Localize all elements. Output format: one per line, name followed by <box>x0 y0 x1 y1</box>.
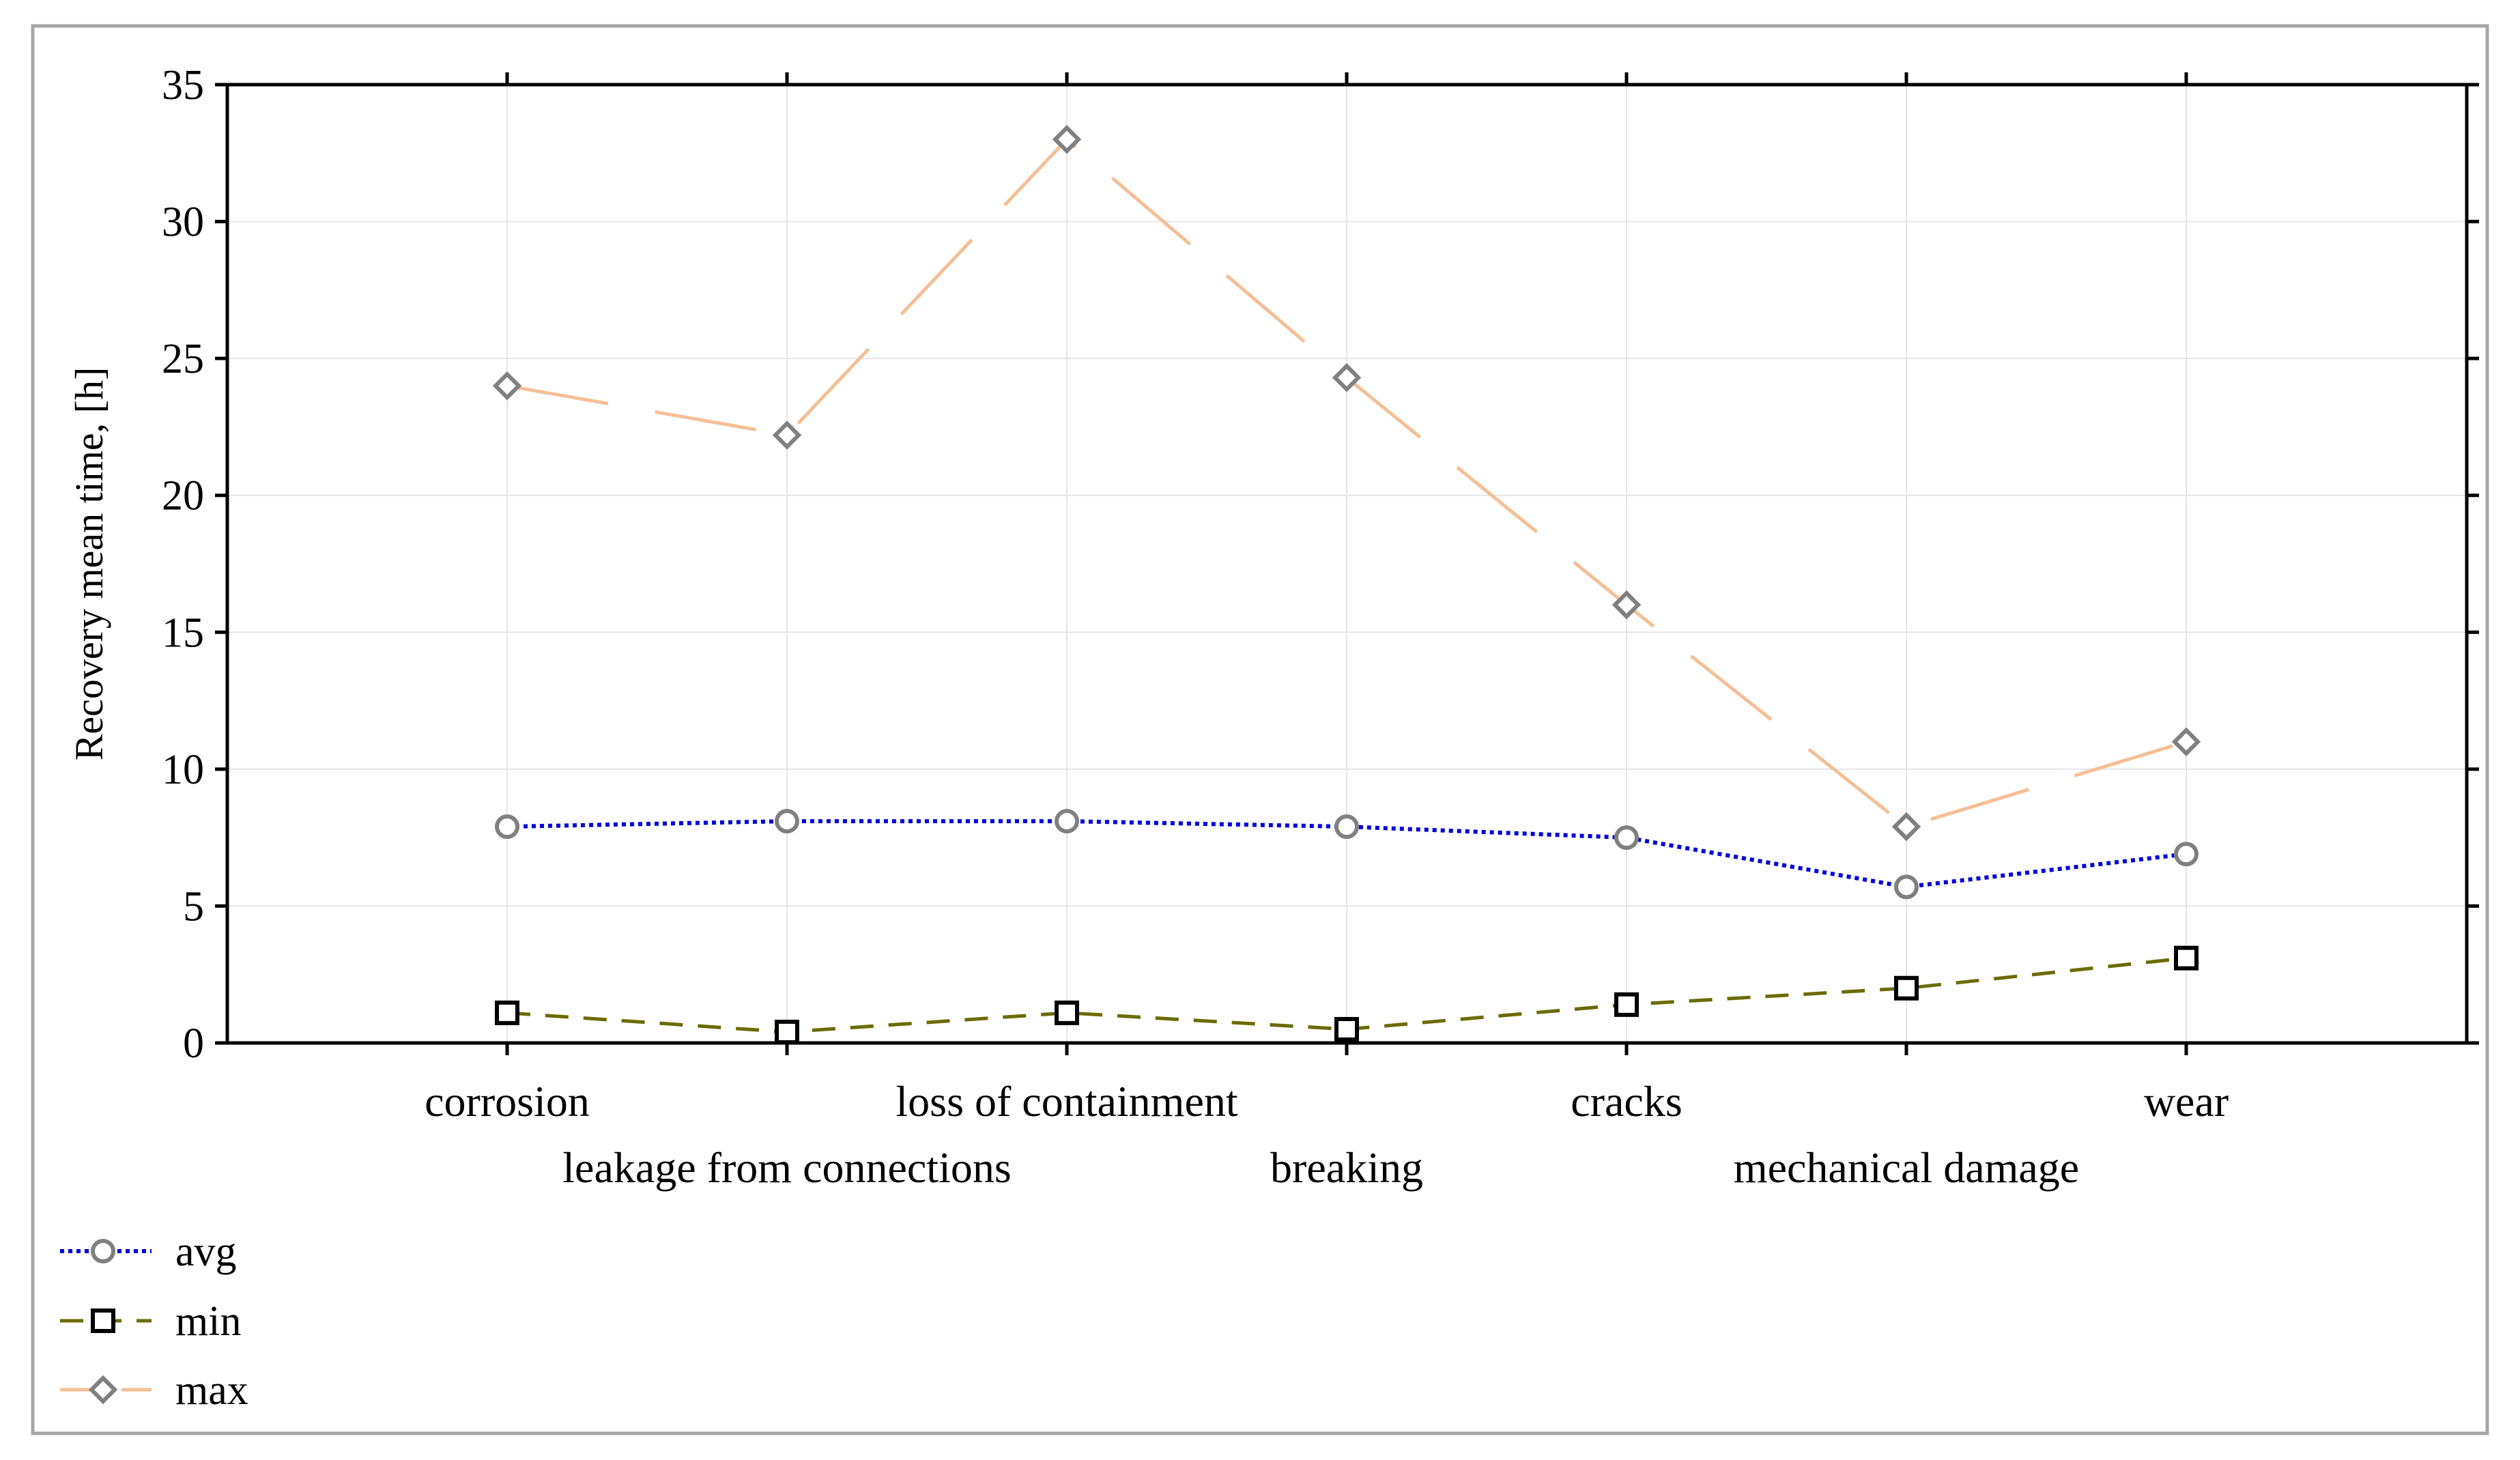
x-category-label: cracks <box>1571 1077 1682 1126</box>
x-category-label: mechanical damage <box>1734 1143 2079 1192</box>
x-category-label: loss of containment <box>896 1077 1237 1126</box>
y-tick-label: 15 <box>162 610 204 656</box>
legend-item-avg: avg <box>60 1229 237 1275</box>
data-point-avg <box>1614 825 1639 850</box>
legend-marker-max <box>88 1375 118 1405</box>
data-point-max <box>492 371 522 401</box>
series-max <box>492 124 2201 842</box>
y-axis-title: Recovery mean time, [h] <box>67 367 111 761</box>
legend-label-min: min <box>175 1298 241 1345</box>
x-category-label: breaking <box>1270 1143 1423 1192</box>
y-tick-label: 20 <box>162 473 204 519</box>
data-point-max <box>1052 124 1082 154</box>
y-tick-label: 35 <box>162 62 204 109</box>
grid <box>227 85 2467 1043</box>
legend-marker-avg <box>91 1239 115 1263</box>
data-point-min <box>495 1000 519 1025</box>
y-tick-label: 25 <box>162 336 204 382</box>
data-point-min <box>1894 975 1919 1001</box>
legend-item-max: max <box>60 1367 248 1414</box>
data-point-max <box>2171 727 2201 756</box>
legend-label-avg: avg <box>175 1229 237 1275</box>
y-tick-label: 0 <box>183 1020 204 1067</box>
series-min <box>495 945 2199 1044</box>
data-point-max <box>1612 590 1642 620</box>
y-tick-label: 10 <box>162 747 204 793</box>
data-point-max <box>1332 362 1362 392</box>
axes: 0 5 10 15 20 25 30 35 corrosion leakage from conn… <box>162 62 2479 1192</box>
x-category-label: leakage from connections <box>562 1143 1012 1192</box>
data-point-min <box>1055 1000 1079 1025</box>
data-point-avg <box>1055 809 1079 834</box>
legend-label-max: max <box>175 1367 248 1414</box>
data-point-max <box>772 420 802 450</box>
x-category-label: corrosion <box>425 1077 590 1126</box>
legend: avg min max <box>60 1229 248 1414</box>
data-point-avg <box>1894 874 1919 900</box>
data-point-min <box>1614 992 1639 1017</box>
figure-frame <box>31 24 2489 1435</box>
data-point-max <box>1891 812 1921 842</box>
x-category-label: wear <box>2144 1077 2229 1126</box>
data-point-min <box>1334 1016 1359 1042</box>
data-point-avg <box>2174 842 2199 867</box>
data-point-min <box>2174 945 2199 971</box>
y-tick-label: 30 <box>162 199 204 246</box>
series-layer <box>492 124 2201 1044</box>
data-point-avg <box>495 814 519 840</box>
data-point-avg <box>775 809 799 834</box>
data-point-avg <box>1334 814 1359 840</box>
series-avg <box>495 809 2199 900</box>
y-tick-label: 5 <box>183 883 204 930</box>
data-point-min <box>775 1019 799 1044</box>
legend-item-min: min <box>60 1298 241 1345</box>
legend-marker-min <box>91 1308 115 1333</box>
